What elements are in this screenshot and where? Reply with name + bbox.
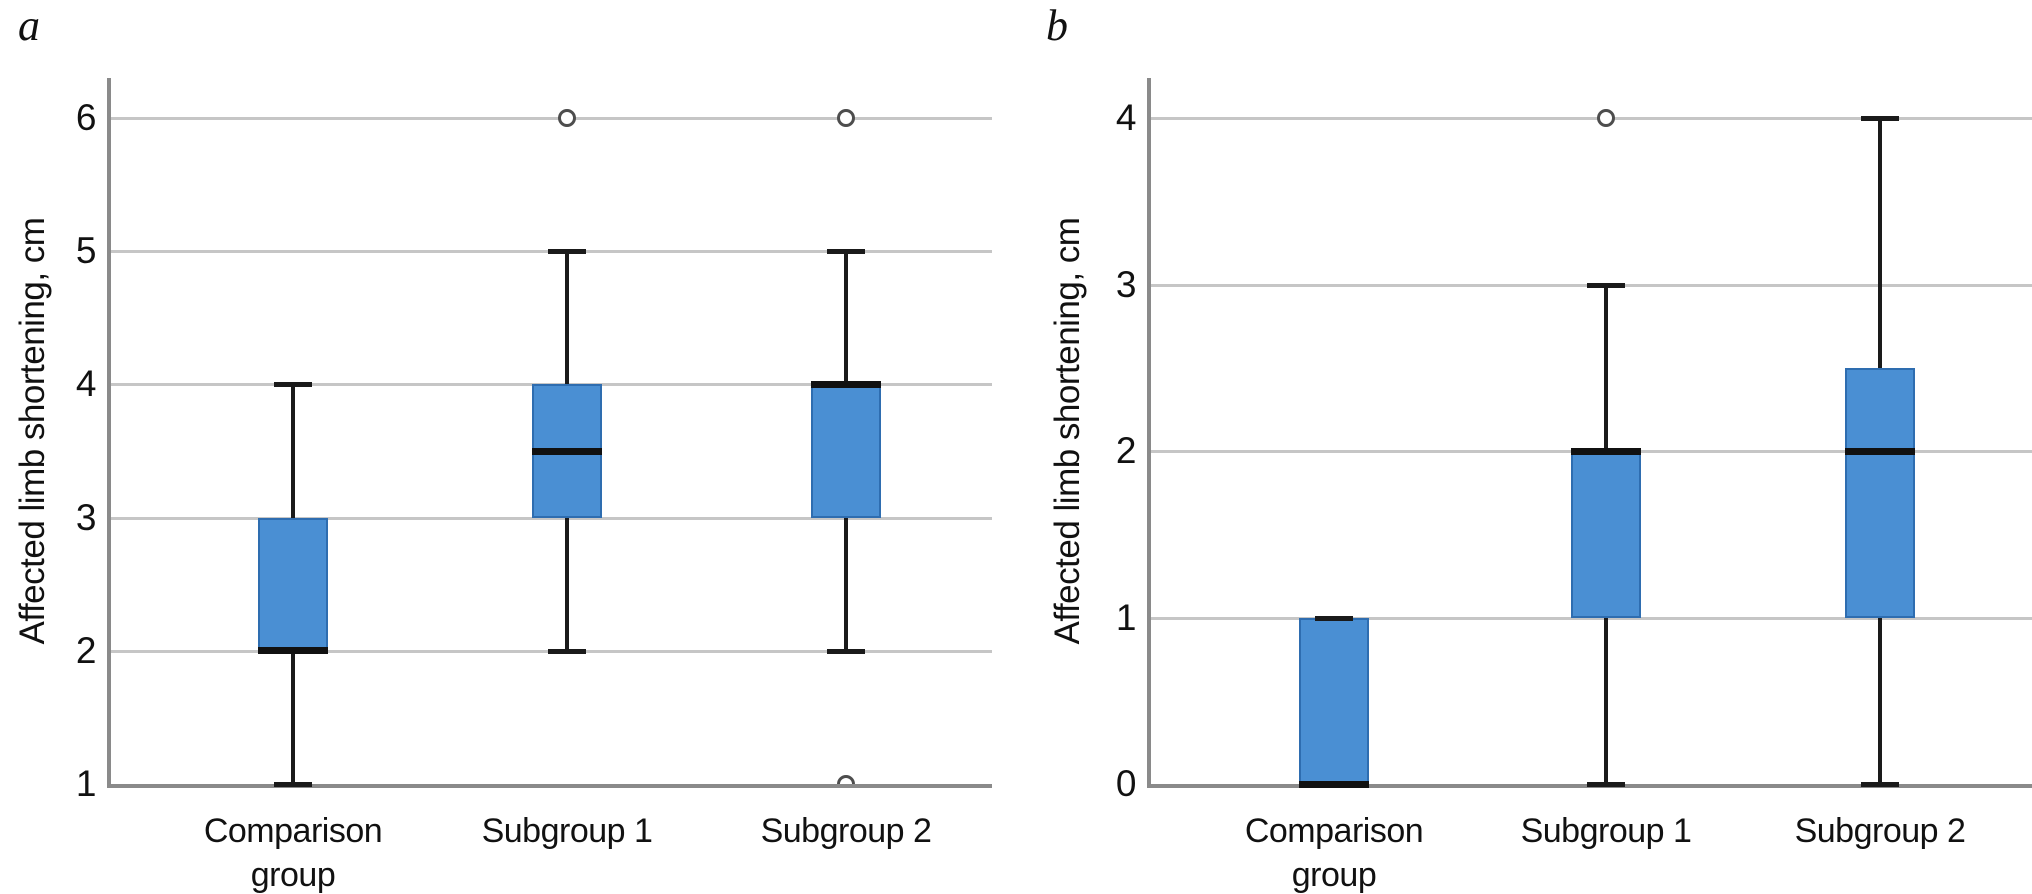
category-label: Comparison group — [203, 812, 383, 894]
whisker-line — [844, 517, 848, 651]
category-label: Subgroup 1 — [1520, 812, 1692, 850]
whisker-cap — [1861, 782, 1899, 787]
y-tick-label: 1 — [75, 763, 97, 804]
category-label: Subgroup 1 — [481, 812, 653, 850]
gridline — [1150, 117, 2032, 120]
category-label: Subgroup 2 — [760, 812, 932, 850]
whisker-line — [291, 650, 295, 784]
whisker-line — [291, 384, 295, 518]
median-line — [811, 380, 881, 388]
category-label: Comparison group — [1244, 812, 1424, 894]
whisker-line — [844, 251, 848, 385]
whisker-line — [565, 517, 569, 651]
y-tick-label: 0 — [1115, 763, 1137, 804]
panel-label-a: a — [18, 1, 40, 50]
whisker-cap — [274, 782, 312, 787]
box — [1571, 451, 1641, 618]
whisker-line — [1878, 617, 1882, 784]
x-axis-line — [107, 784, 992, 788]
median-line — [1299, 780, 1369, 788]
median-line — [532, 447, 602, 455]
y-tick-label: 4 — [1115, 97, 1137, 138]
whisker-line — [565, 251, 569, 385]
gridline — [1150, 616, 2032, 620]
y-tick-label: 3 — [75, 496, 97, 538]
median-line — [1571, 447, 1641, 455]
whisker-cap — [827, 648, 865, 654]
box — [1299, 617, 1369, 784]
whisker-cap — [1315, 615, 1353, 621]
panel-label-b: b — [1046, 1, 1068, 50]
median-line — [1845, 447, 1915, 455]
y-axis-title: Affected limb shortening, cm — [1048, 217, 1087, 645]
gridline — [110, 516, 992, 520]
category-label: Subgroup 2 — [1794, 812, 1966, 850]
y-axis-line — [107, 78, 111, 788]
y-tick-label: 2 — [1115, 430, 1137, 471]
y-tick-label: 5 — [75, 230, 97, 272]
whisker-cap — [827, 249, 865, 255]
whisker-cap — [1587, 282, 1625, 288]
y-tick-label: 2 — [75, 629, 97, 671]
whisker-line — [1604, 617, 1608, 784]
box — [811, 384, 881, 518]
y-tick-label: 4 — [75, 363, 97, 405]
y-tick-label: 1 — [1115, 596, 1137, 638]
whisker-cap — [1587, 782, 1625, 787]
y-axis-line — [1147, 78, 1151, 788]
y-tick-label: 6 — [75, 97, 97, 138]
box — [1845, 367, 1915, 618]
whisker-line — [1878, 118, 1882, 368]
whisker-cap — [274, 382, 312, 388]
y-tick-label: 3 — [1115, 263, 1137, 305]
whisker-line — [1604, 284, 1608, 451]
whisker-cap — [548, 648, 586, 654]
median-line — [258, 647, 328, 655]
whisker-cap — [1861, 116, 1899, 121]
gridline — [110, 117, 992, 120]
whisker-cap — [548, 249, 586, 255]
